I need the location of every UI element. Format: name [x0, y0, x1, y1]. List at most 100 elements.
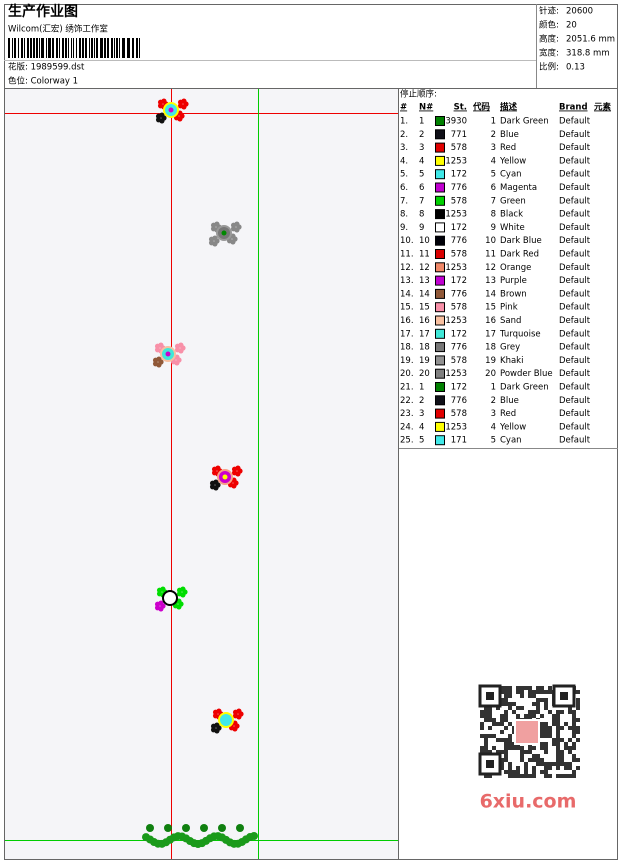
design: 花版: 1989599.dst	[8, 62, 85, 73]
module	[536, 690, 540, 694]
module	[500, 718, 504, 722]
finder	[560, 692, 568, 700]
module	[552, 742, 556, 746]
module	[540, 730, 544, 734]
module	[508, 770, 512, 774]
module	[528, 710, 532, 714]
bar	[91, 38, 93, 58]
module	[480, 714, 484, 718]
color-swatch	[435, 182, 445, 193]
module	[548, 710, 552, 714]
color-swatch	[435, 275, 445, 286]
module	[504, 694, 508, 698]
column-header: 描述	[500, 102, 518, 113]
description: Red	[500, 143, 516, 153]
bar	[73, 38, 74, 58]
module	[536, 702, 540, 706]
brand: Default	[559, 236, 591, 246]
code: 16	[485, 316, 496, 326]
bar	[119, 38, 120, 58]
module	[504, 738, 508, 742]
brand: Default	[559, 196, 591, 206]
module	[504, 718, 508, 722]
stat-label: 针迹:	[539, 6, 559, 17]
row-index: 21.	[400, 383, 414, 393]
module	[556, 754, 560, 758]
row-index: 5.	[400, 170, 408, 180]
petal	[156, 356, 162, 362]
module	[528, 774, 532, 778]
bar	[111, 38, 113, 58]
description: Sand	[500, 316, 521, 326]
module	[504, 750, 508, 754]
module	[516, 706, 520, 710]
brand: Default	[559, 210, 591, 220]
module	[484, 750, 488, 754]
module	[528, 746, 532, 750]
bar	[82, 38, 84, 58]
module	[572, 774, 576, 778]
code: 3	[491, 409, 496, 419]
description: Grey	[500, 343, 520, 353]
code: 14	[485, 289, 496, 299]
bar	[8, 38, 10, 58]
brand: Default	[559, 223, 591, 233]
module	[512, 710, 516, 714]
row-index: 1.	[400, 117, 408, 127]
center	[221, 230, 227, 236]
module	[556, 750, 560, 754]
module	[552, 718, 556, 722]
barcode	[8, 38, 140, 58]
petal	[234, 221, 240, 227]
code: 5	[491, 170, 496, 180]
description: Dark Green	[500, 383, 549, 393]
module	[508, 690, 512, 694]
petal	[216, 708, 222, 714]
stat-value: 20	[566, 21, 577, 31]
module	[504, 698, 508, 702]
color-swatch	[435, 421, 445, 432]
stitches: 1253	[445, 156, 467, 166]
module	[496, 738, 500, 742]
module	[564, 762, 568, 766]
column-header: N#	[419, 103, 433, 113]
module	[544, 690, 548, 694]
stitches: 771	[451, 130, 467, 140]
module	[548, 734, 552, 738]
module	[524, 750, 528, 754]
needle: 19	[419, 356, 430, 366]
needle: 11	[419, 250, 430, 260]
bar	[56, 38, 58, 58]
brand: Default	[559, 250, 591, 260]
title: 生产作业图	[8, 3, 78, 20]
module	[508, 766, 512, 770]
column-header: 代码	[472, 102, 491, 113]
module	[480, 710, 484, 714]
description: White	[500, 223, 525, 233]
stitches: 172	[451, 170, 467, 180]
stitches: 172	[451, 223, 467, 233]
stitches: 776	[451, 183, 467, 193]
design-motifs	[142, 98, 258, 848]
row-index: 25.	[400, 436, 414, 446]
bar	[48, 38, 51, 58]
module	[540, 746, 544, 750]
module	[568, 774, 572, 778]
module	[500, 762, 504, 766]
module	[488, 710, 492, 714]
border-leaf	[218, 824, 226, 832]
module	[524, 762, 528, 766]
stat-label: 高度:	[539, 34, 559, 45]
module	[532, 774, 536, 778]
brand: Default	[559, 396, 591, 406]
description: Khaki	[500, 356, 523, 366]
module	[576, 698, 580, 702]
code: 15	[485, 303, 496, 313]
module	[528, 694, 532, 698]
module	[568, 746, 572, 750]
code: 17	[485, 329, 496, 339]
needle: 2	[419, 130, 424, 140]
brand: Default	[559, 329, 591, 339]
module	[484, 746, 488, 750]
bar	[24, 38, 25, 58]
